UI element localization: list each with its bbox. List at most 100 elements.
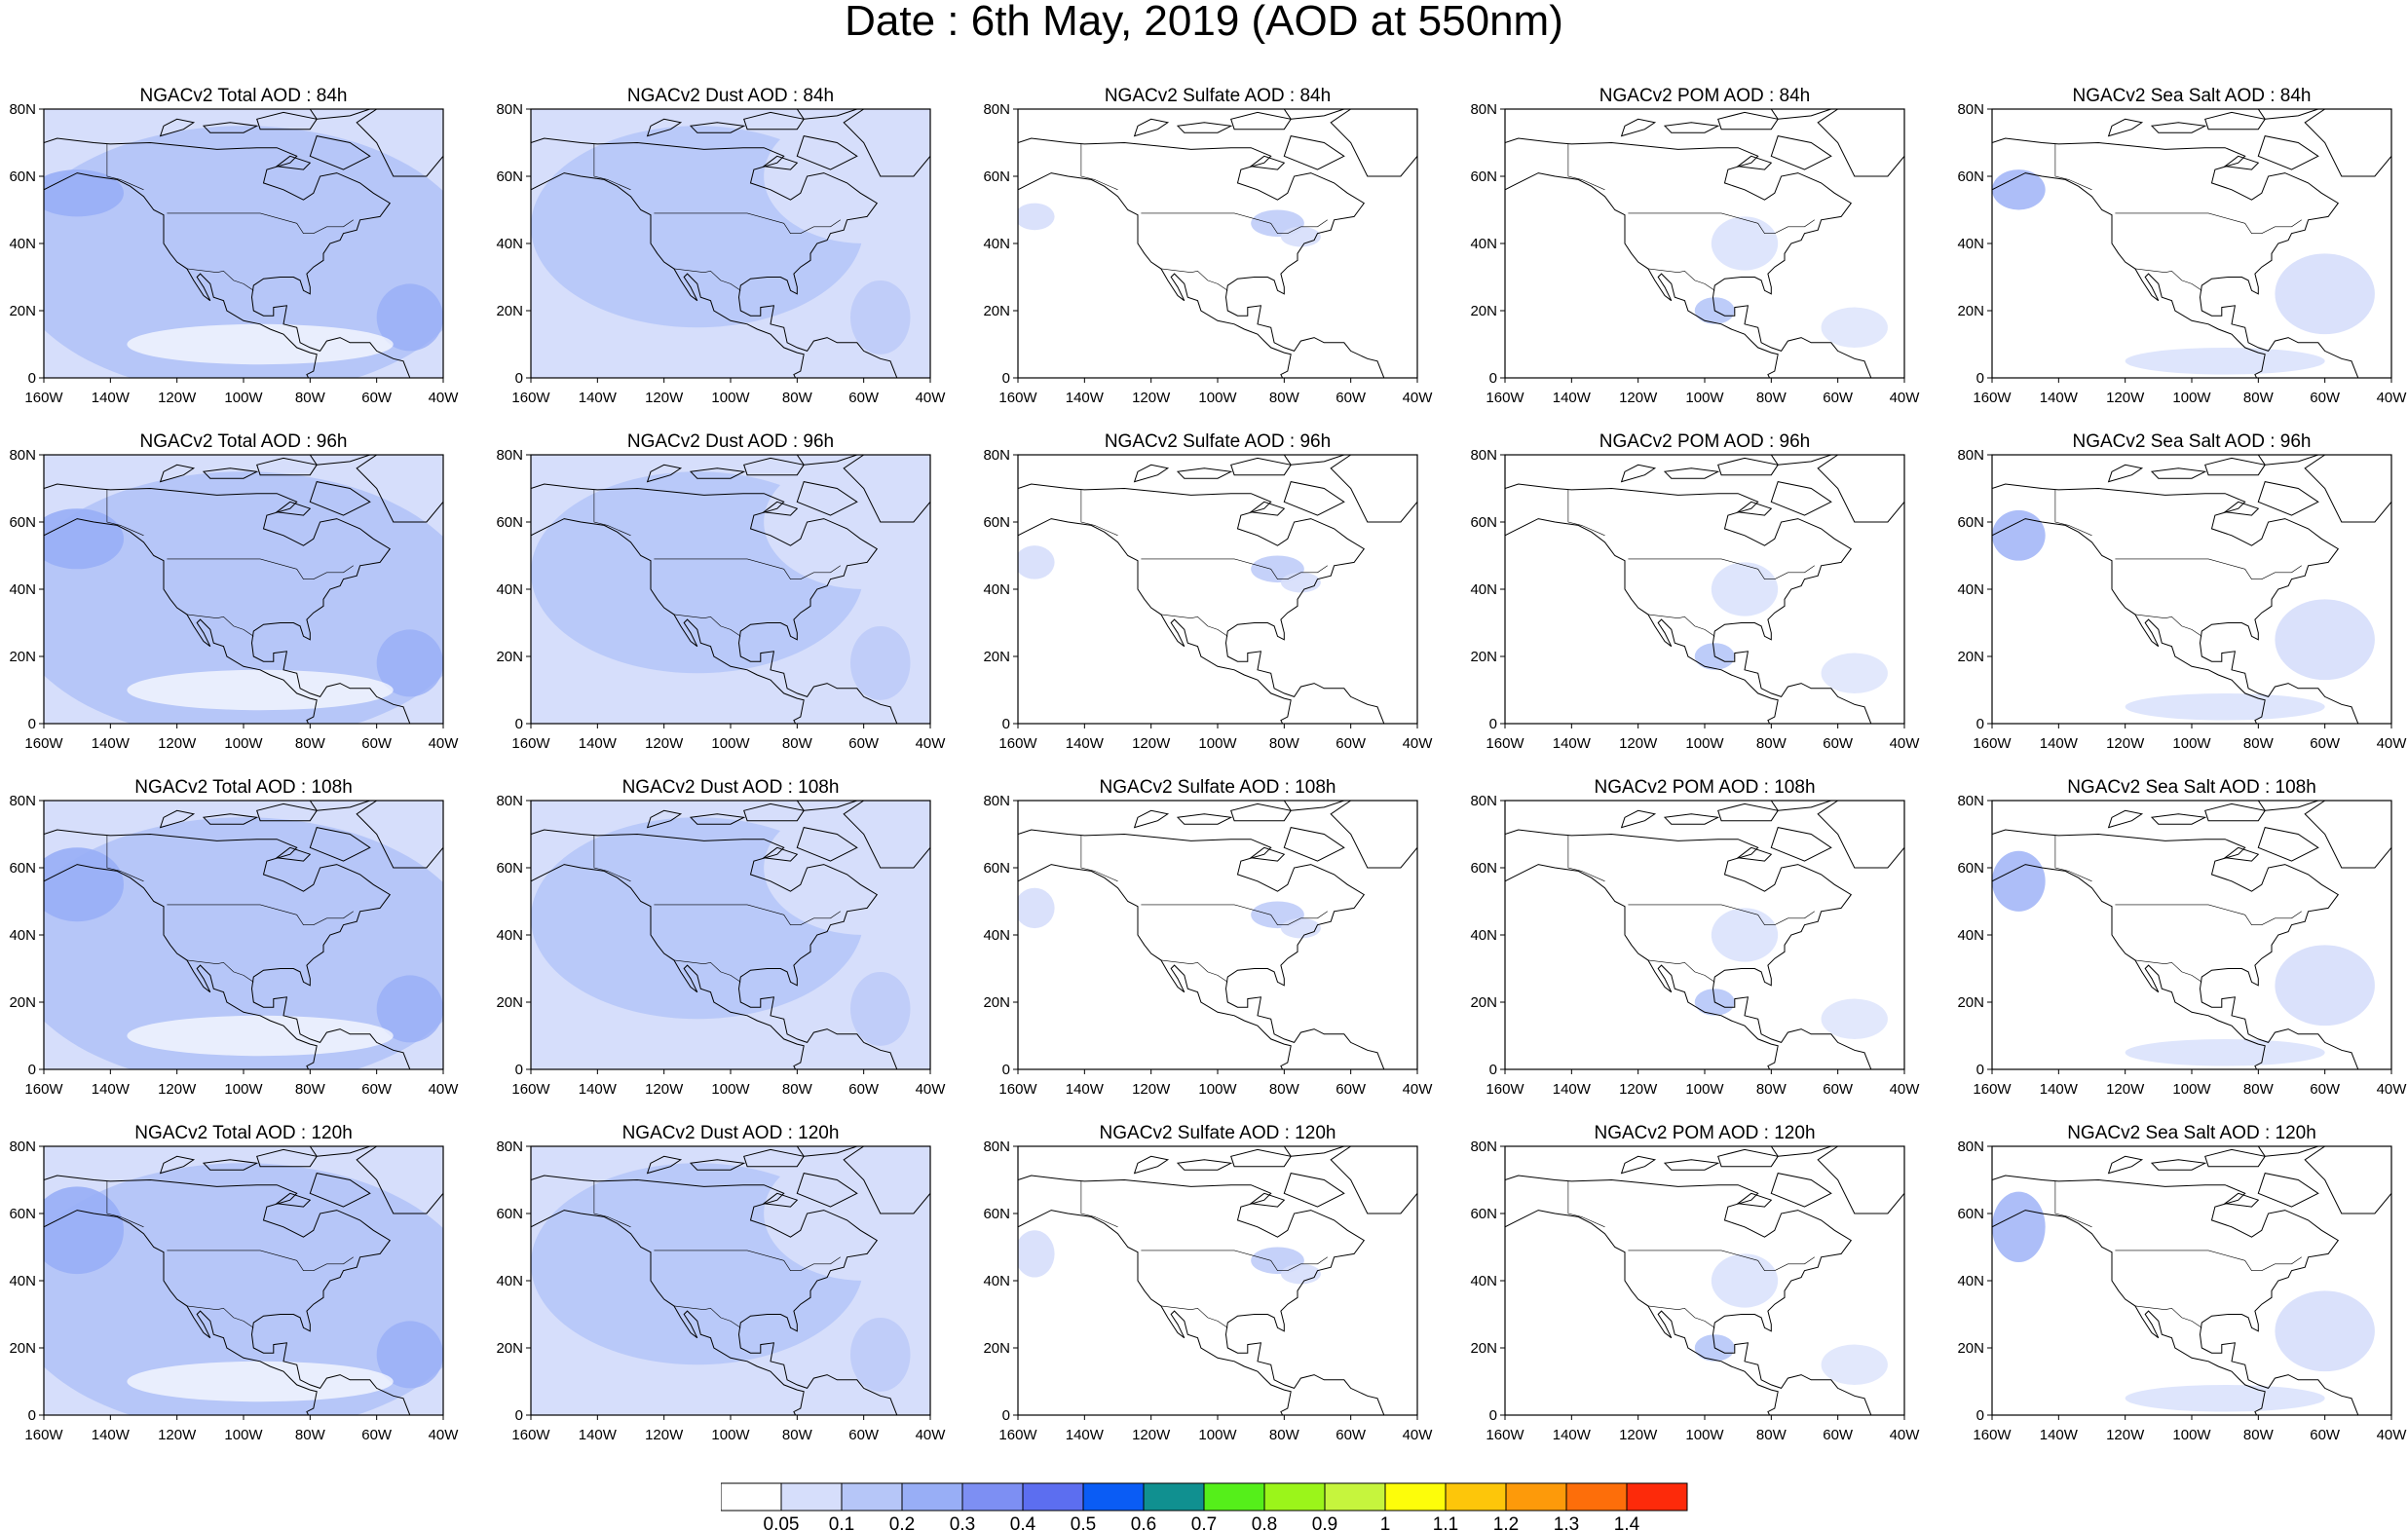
island-outline — [202, 122, 259, 133]
lon-label: 120W — [2106, 390, 2145, 406]
aod-map: 80N 60N 40N 20N 0 160W 140W 120W 100W 80W 60W 40W — [1470, 793, 1920, 1098]
lon-label: 160W — [511, 735, 550, 752]
colorbar-label: 1.2 — [1493, 1514, 1519, 1531]
lon-label: 140W — [1066, 735, 1105, 752]
island-outline — [1770, 1146, 1831, 1157]
island-outline — [309, 135, 371, 170]
island-outline — [1176, 1159, 1233, 1171]
island-outline — [2107, 1155, 2144, 1175]
lon-label: 80W — [1756, 735, 1787, 752]
map-panel: NGACv2 POM AOD : 120h 80N 60N 40N 20N 0 160W 14… — [1461, 1123, 1948, 1459]
lon-label: 140W — [1066, 1427, 1105, 1443]
lat-label: 40N — [983, 236, 1010, 252]
lon-label: 60W — [848, 735, 880, 752]
lon-label: 60W — [1336, 390, 1367, 406]
lon-label: 60W — [2310, 1081, 2341, 1098]
island-outline — [1817, 1146, 1904, 1214]
panel-title: NGACv2 Total AOD : 96h — [139, 431, 348, 452]
island-outline — [1717, 457, 1780, 476]
lat-label: 20N — [496, 994, 523, 1011]
colorbar-swatch — [1505, 1482, 1567, 1512]
lat-label: 40N — [983, 581, 1010, 598]
lat-label: 0 — [28, 716, 36, 732]
coastline — [1018, 483, 1385, 724]
lon-label: 80W — [1756, 1081, 1787, 1098]
coastline — [1992, 483, 2359, 724]
colorbar-swatch — [1324, 1482, 1386, 1512]
lon-label: 60W — [2310, 1427, 2341, 1443]
island-outline — [1133, 809, 1170, 829]
aod-field — [1505, 801, 1904, 1069]
aod-field — [1018, 801, 1417, 1069]
island-outline — [275, 155, 312, 170]
country-border — [2115, 212, 2302, 234]
island-outline — [796, 135, 858, 170]
panel-title: NGACv2 POM AOD : 108h — [1594, 777, 1816, 798]
island-outline — [202, 1159, 259, 1171]
island-outline — [1330, 455, 1417, 523]
lon-label: 80W — [1269, 1427, 1300, 1443]
country-border — [1160, 1305, 1228, 1328]
island-outline — [689, 813, 746, 825]
lon-label: 120W — [645, 1427, 684, 1443]
country-border — [1567, 143, 1605, 191]
country-border — [1628, 558, 1815, 579]
lat-label: 0 — [515, 1407, 523, 1424]
island-outline — [1770, 135, 1832, 170]
colorbar-label: 1.3 — [1554, 1514, 1579, 1531]
island-outline — [2204, 457, 2267, 476]
country-border — [1141, 1250, 1328, 1271]
lon-label: 120W — [1132, 390, 1171, 406]
country-border — [1160, 614, 1228, 637]
island-outline — [1230, 457, 1293, 476]
lat-label: 20N — [1470, 994, 1497, 1011]
panel-title: NGACv2 Sulfate AOD : 120h — [1099, 1123, 1336, 1143]
map-panel: NGACv2 Sulfate AOD : 120h 80N 60N 40N 20N 0 16… — [974, 1123, 1461, 1459]
lat-label: 0 — [1489, 716, 1497, 732]
coastline — [1505, 137, 1872, 378]
lat-label: 40N — [9, 581, 36, 598]
island-outline — [1230, 1148, 1293, 1168]
lon-label: 100W — [2172, 735, 2211, 752]
island-outline — [2257, 455, 2318, 466]
lon-label: 40W — [916, 1427, 947, 1443]
lat-label: 40N — [1470, 927, 1497, 944]
lon-label: 160W — [511, 390, 550, 406]
island-outline — [1283, 455, 1344, 466]
map-panel: NGACv2 Total AOD : 84h 80N 60N 40N 20N 0 160W 1… — [0, 86, 487, 422]
island-outline — [309, 1173, 371, 1208]
lat-label: 40N — [983, 1273, 1010, 1289]
colorbar-label: 0.7 — [1191, 1514, 1217, 1531]
lat-label: 80N — [496, 101, 523, 118]
island-outline — [762, 155, 799, 170]
island-outline — [1283, 801, 1344, 811]
lon-label: 160W — [998, 1081, 1037, 1098]
map-panel: NGACv2 Sea Salt AOD : 84h 80N 60N 40N 20N 0 16… — [1948, 86, 2408, 422]
island-outline — [1249, 1192, 1286, 1208]
panel-title: NGACv2 Dust AOD : 84h — [626, 86, 835, 106]
country-border — [186, 1305, 254, 1328]
lon-label: 120W — [2106, 1081, 2145, 1098]
lat-label: 80N — [496, 1139, 523, 1155]
lon-label: 60W — [848, 1427, 880, 1443]
island-outline — [275, 501, 312, 516]
island-outline — [1133, 118, 1170, 137]
colorbar-swatch — [1626, 1482, 1688, 1512]
country-border — [2134, 614, 2202, 637]
coastline — [1018, 137, 1385, 378]
aod-field — [1018, 109, 1417, 378]
lon-label: 40W — [429, 1427, 460, 1443]
lon-label: 140W — [1553, 1081, 1592, 1098]
island-outline — [743, 457, 806, 476]
lon-label: 60W — [361, 390, 393, 406]
country-border — [1628, 904, 1815, 925]
island-outline — [1620, 118, 1657, 137]
lat-label: 60N — [1470, 168, 1497, 185]
colorbar-label: 0.05 — [764, 1514, 800, 1531]
map-panel: NGACv2 POM AOD : 84h 80N 60N 40N 20N 0 160W 140… — [1461, 86, 1948, 422]
lat-label: 20N — [1957, 303, 1984, 319]
island-outline — [1770, 801, 1831, 811]
island-outline — [2107, 118, 2144, 137]
island-outline — [2223, 846, 2260, 862]
lon-label: 140W — [92, 1427, 131, 1443]
